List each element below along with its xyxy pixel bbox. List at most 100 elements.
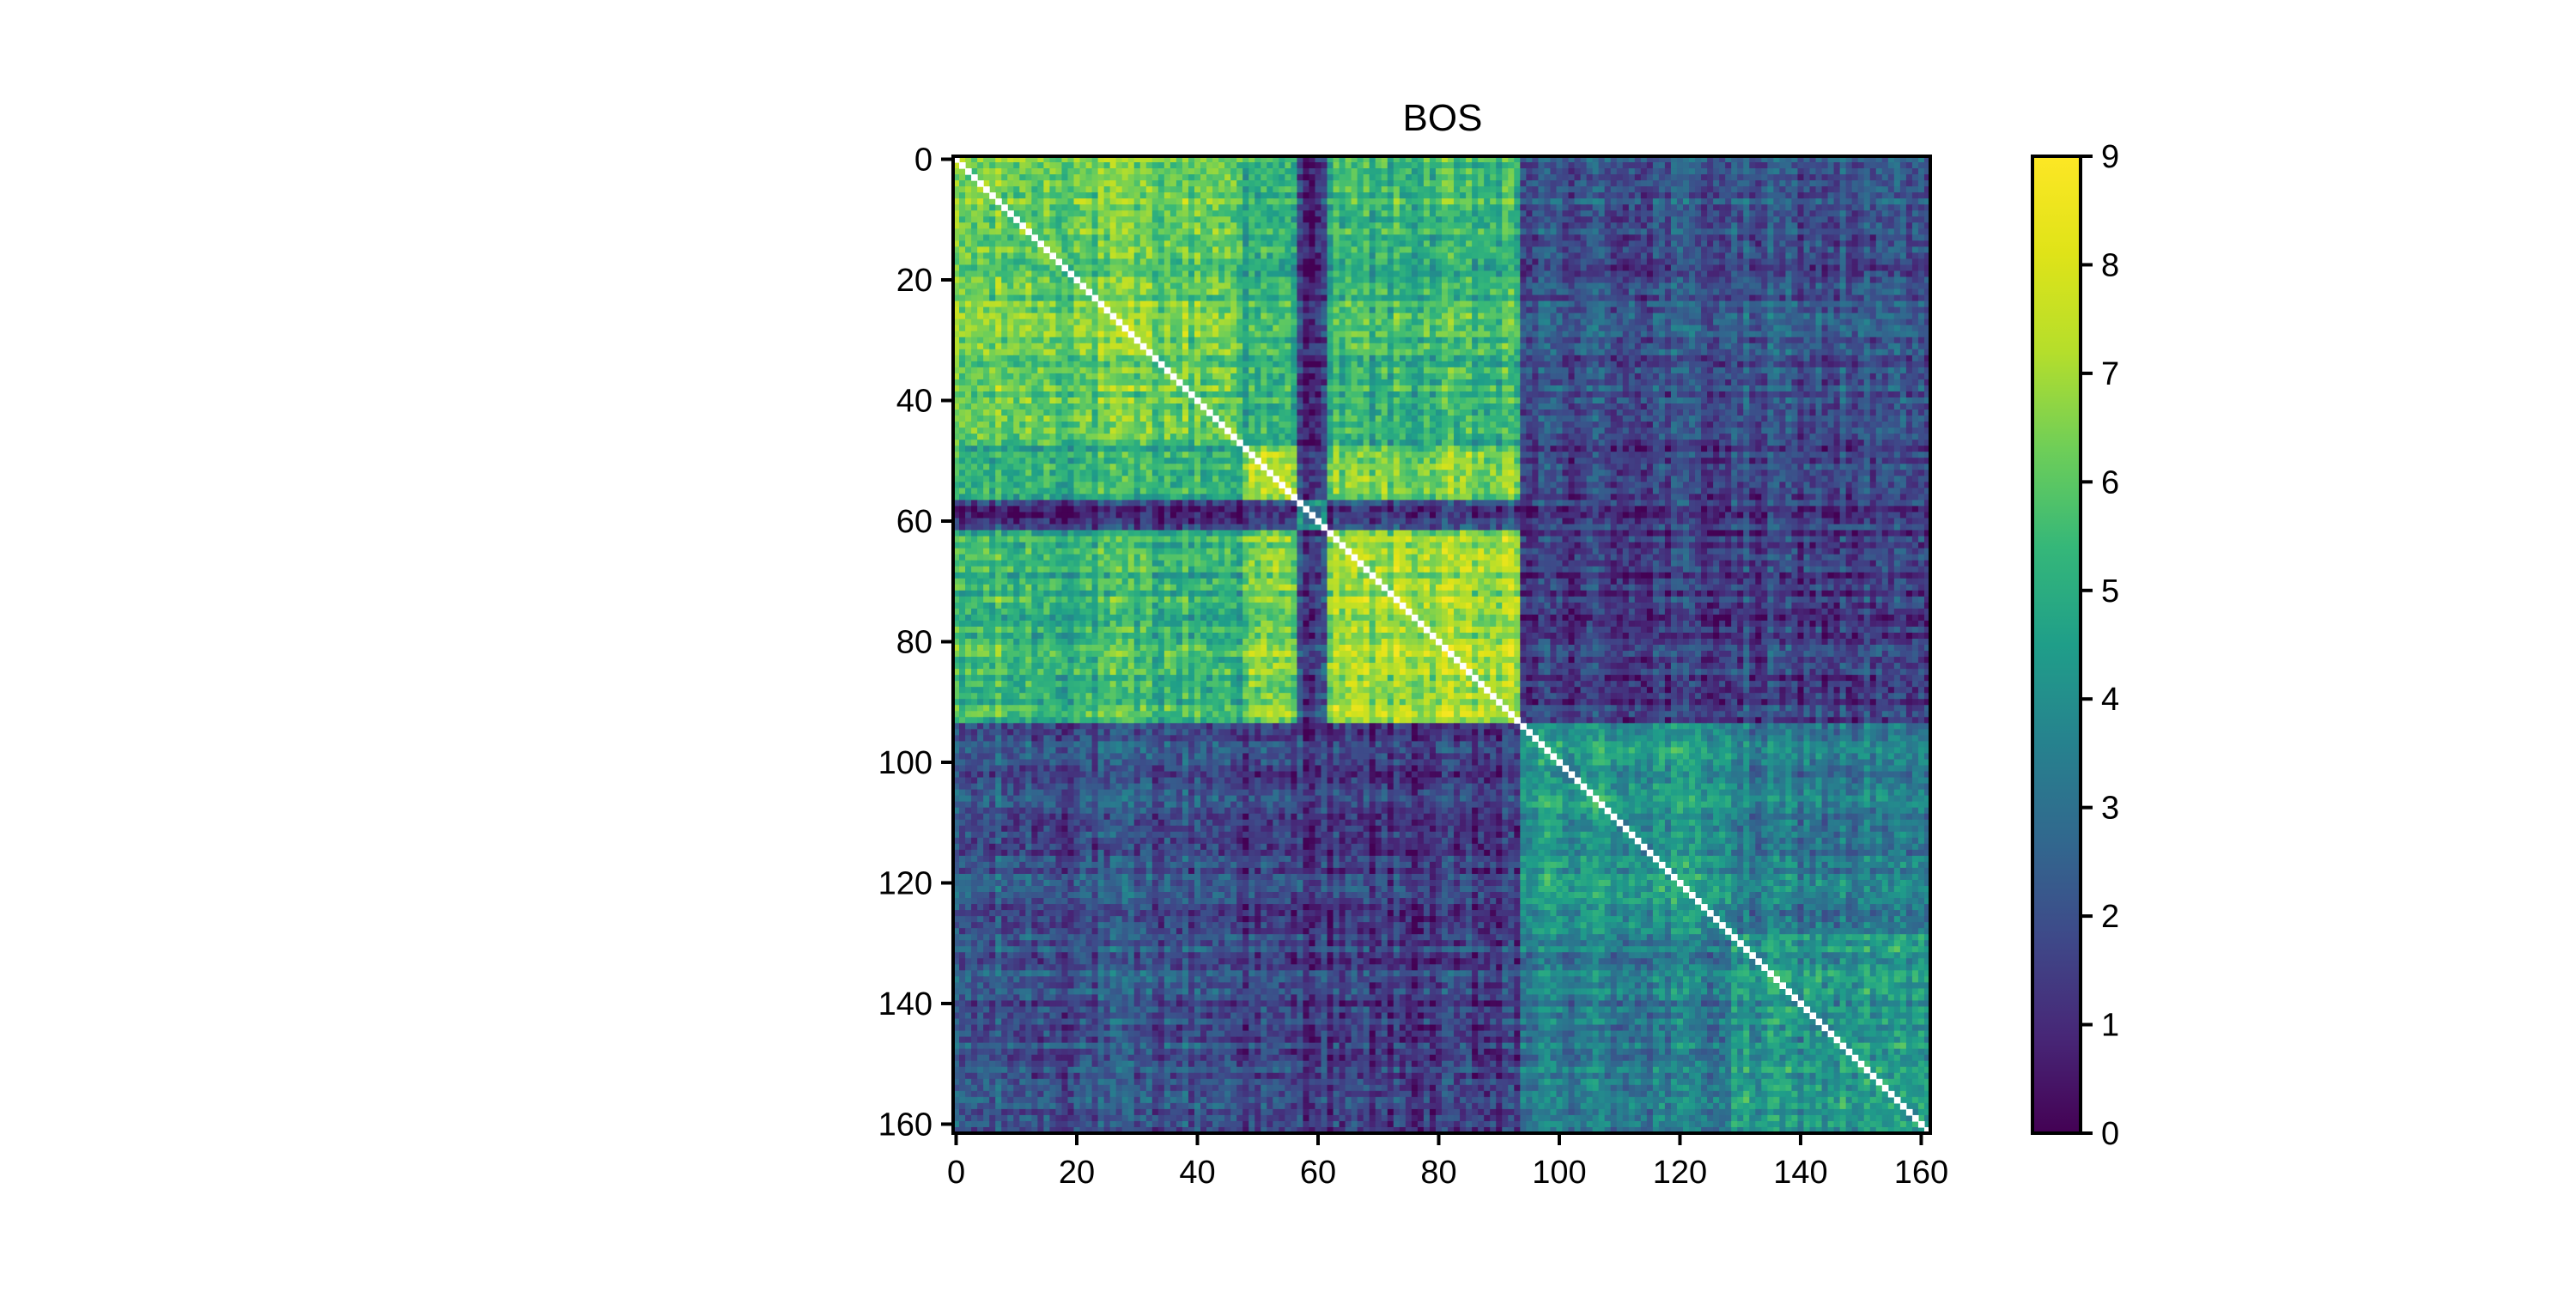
heatmap-cell: [1828, 252, 1835, 259]
heatmap-cell: [1779, 337, 1786, 344]
heatmap-cell: [1043, 186, 1050, 193]
heatmap-cell: [1200, 222, 1207, 229]
heatmap-cell: [1828, 258, 1835, 265]
heatmap-cell: [1406, 234, 1413, 241]
heatmap-cell: [1436, 198, 1443, 205]
heatmap-cell: [1116, 307, 1123, 314]
heatmap-cell: [1352, 174, 1358, 181]
heatmap-cell: [1158, 264, 1165, 271]
heatmap-cell: [1550, 283, 1557, 290]
heatmap-cell: [1749, 337, 1756, 344]
heatmap-cell: [1858, 276, 1865, 283]
heatmap-cell: [1731, 174, 1738, 181]
heatmap-cell: [1236, 289, 1243, 296]
heatmap-cell: [1043, 289, 1050, 296]
heatmap-cell: [965, 228, 972, 235]
heatmap-cell: [1273, 174, 1279, 181]
heatmap-cell: [1049, 192, 1056, 199]
heatmap-cell: [965, 264, 972, 271]
heatmap-cell: [1617, 301, 1624, 308]
heatmap-cell: [1701, 325, 1708, 332]
heatmap-cell: [1134, 246, 1141, 253]
heatmap-cell: [1556, 192, 1563, 199]
heatmap-cell: [1098, 162, 1105, 169]
heatmap-cell: [1200, 270, 1207, 277]
heatmap-cell: [1315, 258, 1321, 265]
heatmap-cell: [1671, 192, 1678, 199]
heatmap-cell: [1822, 234, 1829, 241]
heatmap-cell: [1394, 337, 1400, 344]
heatmap-cell: [1321, 295, 1328, 302]
heatmap-cell: [1767, 174, 1774, 181]
heatmap-cell: [971, 180, 978, 187]
heatmap-cell: [1478, 258, 1485, 265]
heatmap-cell: [1242, 313, 1249, 320]
heatmap-cell: [1224, 264, 1231, 271]
heatmap-cell: [1400, 204, 1406, 211]
heatmap-cell: [1001, 264, 1008, 271]
heatmap-cell: [1725, 168, 1732, 175]
heatmap-cell: [1629, 258, 1636, 265]
heatmap-cell: [1725, 276, 1732, 283]
heatmap-cell: [1236, 301, 1243, 308]
heatmap-cell: [1623, 276, 1630, 283]
heatmap-cell: [1255, 186, 1261, 193]
heatmap-cell: [1037, 228, 1044, 235]
heatmap-cell: [995, 325, 1002, 332]
heatmap-cell: [1007, 264, 1014, 271]
heatmap-cell: [1894, 331, 1901, 338]
heatmap-cell: [1532, 204, 1539, 211]
heatmap-cell: [1918, 186, 1925, 193]
heatmap-cell: [1073, 307, 1080, 314]
heatmap-cell: [1647, 180, 1654, 187]
heatmap-cell: [1562, 204, 1569, 211]
heatmap-cell: [1255, 222, 1261, 229]
heatmap-cell: [1261, 319, 1267, 326]
heatmap-cell: [1406, 186, 1413, 193]
heatmap-cell: [1894, 186, 1901, 193]
heatmap-cell: [1785, 192, 1792, 199]
heatmap-cell: [1224, 234, 1231, 241]
heatmap-cell: [1442, 276, 1449, 283]
heatmap-cell: [1659, 289, 1666, 296]
heatmap-cell: [1635, 180, 1642, 187]
heatmap-cell: [1550, 252, 1557, 259]
heatmap-cell: [959, 180, 966, 187]
heatmap-cell: [1912, 276, 1919, 283]
heatmap-cell: [1418, 180, 1425, 187]
heatmap-cell: [1200, 264, 1207, 271]
heatmap-cell: [1146, 276, 1153, 283]
heatmap-cell: [1713, 240, 1720, 247]
heatmap-cell: [1466, 313, 1473, 320]
heatmap-cell: [1725, 258, 1732, 265]
heatmap-cell: [1803, 234, 1810, 241]
heatmap-cell: [1743, 264, 1750, 271]
heatmap-cell: [1743, 210, 1750, 217]
heatmap-cell: [1520, 295, 1527, 302]
heatmap-cell: [1049, 210, 1056, 217]
heatmap-cell: [1550, 270, 1557, 277]
heatmap-cell: [1460, 228, 1467, 235]
heatmap-cell: [1061, 276, 1068, 283]
heatmap-cell: [1749, 216, 1756, 223]
heatmap-cell: [1424, 198, 1431, 205]
heatmap-cell: [1170, 331, 1177, 338]
heatmap-cell: [1315, 337, 1321, 344]
heatmap-cell: [1617, 313, 1624, 320]
heatmap-cell: [1852, 198, 1859, 205]
heatmap-cell: [1442, 325, 1449, 332]
heatmap-cell: [1695, 258, 1702, 265]
heatmap-cell: [1514, 174, 1521, 181]
heatmap-cell: [1906, 331, 1913, 338]
heatmap-cell: [1496, 168, 1503, 175]
heatmap-cell: [1394, 246, 1400, 253]
heatmap-cell: [1749, 264, 1756, 271]
heatmap-cell: [1073, 240, 1080, 247]
heatmap-cell: [1641, 222, 1648, 229]
heatmap-cell: [1067, 301, 1074, 308]
heatmap-cell: [1520, 204, 1527, 211]
heatmap-cell: [1791, 264, 1798, 271]
heatmap-cell: [1840, 289, 1847, 296]
heatmap-cell: [1152, 162, 1159, 169]
heatmap-cell: [1424, 325, 1431, 332]
